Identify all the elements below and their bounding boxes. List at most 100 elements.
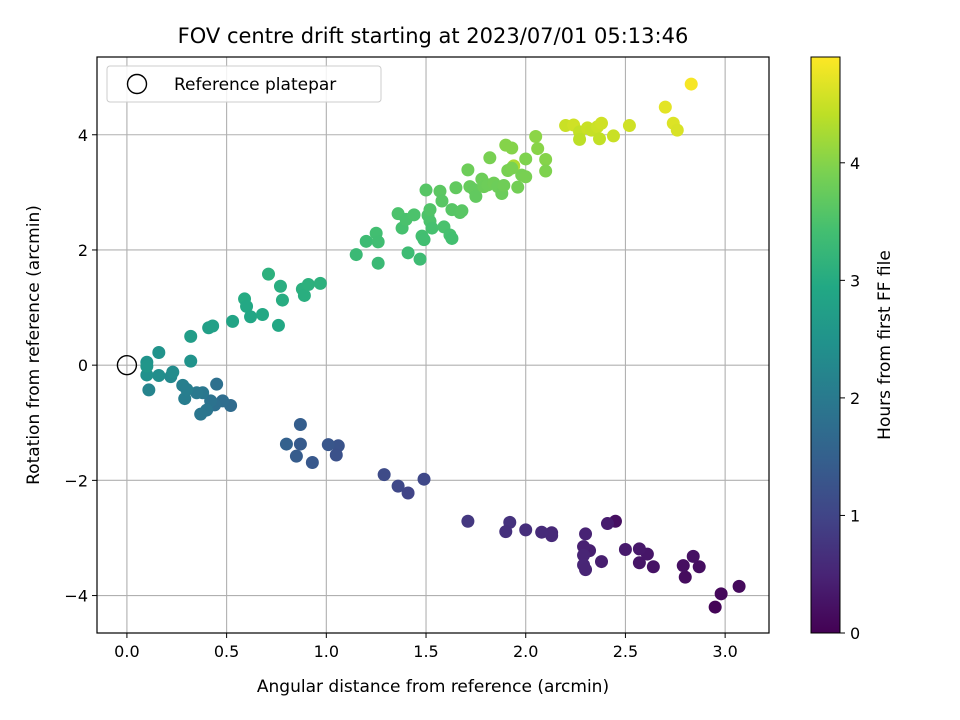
grid-lines — [97, 57, 769, 633]
chart-title: FOV centre drift starting at 2023/07/01 … — [178, 24, 689, 48]
data-point — [293, 417, 307, 431]
x-tick-label: 3.0 — [712, 642, 737, 661]
data-point — [686, 549, 700, 563]
data-point — [180, 382, 194, 396]
data-point — [279, 437, 293, 451]
data-point — [359, 234, 373, 248]
data-point — [499, 525, 513, 539]
data-point — [593, 132, 607, 146]
reference-point — [116, 354, 138, 376]
data-point — [184, 354, 198, 368]
data-point — [692, 560, 706, 574]
data-point — [646, 560, 660, 574]
data-point — [210, 377, 224, 391]
x-tick-label: 1.0 — [314, 642, 339, 661]
data-point — [545, 529, 559, 543]
data-point — [206, 319, 220, 333]
data-point — [594, 116, 608, 130]
reference-marker — [116, 354, 138, 376]
data-point — [329, 448, 343, 462]
y-tick-label: 0 — [78, 356, 88, 375]
colorbar-label: Hours from first FF file — [875, 250, 895, 440]
data-point — [425, 221, 439, 235]
data-point — [535, 525, 549, 539]
legend-box — [106, 65, 382, 103]
data-point — [261, 267, 275, 281]
data-point — [449, 181, 463, 195]
data-point — [321, 438, 335, 452]
data-point — [594, 555, 608, 569]
data-point — [401, 246, 415, 260]
data-point — [301, 278, 315, 292]
data-point — [413, 252, 427, 266]
data-point — [529, 129, 543, 143]
data-point — [618, 542, 632, 556]
data-point — [497, 178, 511, 192]
data-point — [600, 517, 614, 531]
data-point — [505, 161, 519, 175]
x-tick-label: 0.5 — [214, 642, 239, 661]
colorbar-ticks: 0 1 2 3 4 — [840, 154, 860, 643]
data-point — [505, 141, 519, 155]
data-point — [271, 318, 285, 332]
data-point — [519, 523, 533, 537]
x-tick-label: 0.0 — [114, 642, 139, 661]
colorbar-tick-label: 3 — [850, 271, 860, 290]
x-tick-label: 1.5 — [413, 642, 438, 661]
data-point — [240, 299, 254, 313]
colorbar-tick-label: 0 — [850, 624, 860, 643]
data-point — [313, 276, 327, 290]
data-point — [469, 189, 483, 203]
data-point — [423, 203, 437, 217]
data-point — [670, 123, 684, 137]
data-point — [184, 329, 198, 343]
data-point — [676, 559, 690, 573]
data-point — [371, 256, 385, 270]
data-point — [194, 407, 208, 421]
x-tick-label: 2.0 — [513, 642, 538, 661]
data-points — [140, 77, 746, 614]
data-point — [435, 194, 449, 208]
data-point — [708, 600, 722, 614]
data-point — [275, 293, 289, 307]
plot-frame — [96, 56, 770, 634]
data-point — [622, 119, 636, 133]
data-point — [401, 486, 415, 500]
data-point — [732, 579, 746, 593]
y-axis-label: Rotation from reference (arcmin) — [24, 205, 44, 485]
data-point — [391, 479, 405, 493]
colorbar-tick-label: 2 — [850, 389, 860, 408]
data-point — [142, 383, 156, 397]
data-point — [226, 314, 240, 328]
data-point — [531, 142, 545, 156]
data-point — [632, 542, 646, 556]
colorbar-tick-label: 1 — [850, 506, 860, 525]
data-point — [289, 449, 303, 463]
data-point — [678, 570, 692, 584]
data-point — [483, 151, 497, 165]
data-point — [714, 587, 728, 601]
colorbar: 0 1 2 3 4 Hours from first FF file — [810, 56, 895, 643]
data-point — [256, 307, 270, 321]
data-point — [190, 386, 204, 400]
y-axis-ticks: −4 −2 0 2 4 — [64, 126, 97, 606]
data-point — [371, 235, 385, 249]
legend-reference-marker — [126, 73, 148, 95]
data-point — [579, 563, 593, 577]
y-tick-label: −2 — [64, 471, 88, 490]
data-point — [349, 248, 363, 262]
colorbar-tick-label: 4 — [850, 154, 860, 173]
data-point — [511, 180, 525, 194]
data-point — [519, 152, 533, 166]
legend-label: Reference platepar — [174, 75, 336, 95]
data-point — [445, 231, 459, 245]
data-point — [684, 77, 698, 91]
data-point — [539, 164, 553, 178]
x-axis-ticks: 0.0 0.5 1.0 1.5 2.0 2.5 3.0 — [114, 633, 738, 661]
data-point — [539, 153, 553, 167]
data-point — [140, 359, 154, 373]
data-point — [417, 233, 431, 247]
data-point — [293, 437, 307, 451]
data-point — [273, 279, 287, 293]
